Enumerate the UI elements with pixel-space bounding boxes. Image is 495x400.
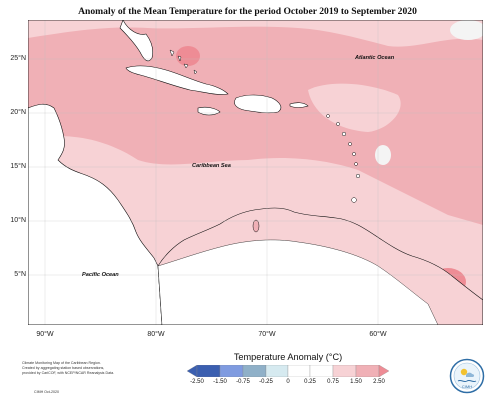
credit-line: Created by aggregating station based obs… [22, 366, 105, 370]
lon-label-60w: 60°W [369, 331, 387, 338]
land-south-america-interior [157, 239, 439, 325]
lon-label-80w: 80°W [147, 331, 165, 338]
credit-line: Climate Monitoring Map of the Caribbean … [22, 361, 101, 365]
sun-icon [460, 368, 468, 376]
ocean-label-caribbean: Caribbean Sea [192, 163, 231, 169]
land-hispaniola [234, 94, 282, 114]
legend-tick: -2.50 [190, 379, 204, 385]
cloud-icon [466, 372, 475, 377]
land-florida [119, 20, 154, 62]
anomaly-field-light-north [28, 20, 483, 47]
land-central-america [28, 103, 163, 325]
legend-tick: -0.25 [259, 379, 273, 385]
lat-label-20n: 20°N [10, 109, 26, 116]
anomaly-map [28, 20, 483, 325]
legend-swatch-2 [219, 365, 244, 377]
legend-swatch-arrow-high [378, 365, 389, 377]
legend-tick: -1.50 [213, 379, 227, 385]
legend-swatch-8 [355, 365, 380, 377]
land-cuba [125, 65, 229, 95]
lat-label-5n: 5°N [14, 271, 26, 278]
ocean-label-pacific: Pacific Ocean [82, 272, 119, 278]
lat-label-10n: 10°N [10, 217, 26, 224]
legend-swatch-5 [287, 365, 311, 377]
ocean-label-atlantic: Atlantic Ocean [355, 55, 395, 61]
legend-swatch-4 [265, 365, 289, 377]
legend-tick: 2.50 [373, 379, 385, 385]
land-puerto-rico [289, 102, 309, 108]
legend-swatch-6 [309, 365, 334, 377]
credit-date: CIMH Oct-2020 [34, 390, 59, 394]
land-bahamas [169, 49, 198, 75]
legend-swatch-1 [196, 365, 221, 377]
legend-swatch-7 [332, 365, 357, 377]
anomaly-near-zero-patch [450, 20, 483, 40]
graticule [28, 20, 483, 325]
credit-line: provided by CariCOF, with NCEP/NCAR Rean… [22, 371, 115, 375]
map-canvas [28, 20, 483, 325]
legend-tick: 0 [286, 379, 290, 385]
anomaly-hotspot-bahamas [176, 46, 200, 66]
legend-tick: -0.75 [236, 379, 250, 385]
legend-colorbar [187, 365, 389, 377]
lon-label-90w: 90°W [36, 331, 54, 338]
cimh-logo: CIMH [449, 358, 485, 394]
legend-swatch-3 [242, 365, 267, 377]
legend-tick: 0.75 [327, 379, 339, 385]
anomaly-field-light-east [308, 83, 401, 132]
lon-label-70w: 70°W [258, 331, 276, 338]
legend-title: Temperature Anomaly (°C) [233, 352, 343, 362]
legend-tick: 0.25 [304, 379, 316, 385]
land-lesser-antilles [326, 114, 361, 203]
legend-tick: 1.50 [350, 379, 362, 385]
wave-icon [457, 379, 477, 383]
anomaly-near-zero-island [375, 145, 391, 165]
credit-text: Climate Monitoring Map of the Caribbean … [22, 361, 114, 376]
logo-text: CIMH [462, 384, 472, 389]
lat-label-25n: 25°N [10, 55, 26, 62]
legend-swatch-arrow-low [187, 365, 198, 377]
lake-maracaibo [252, 219, 260, 233]
lat-label-15n: 15°N [10, 163, 26, 170]
map-title: Anomaly of the Mean Temperature for the … [78, 6, 417, 17]
